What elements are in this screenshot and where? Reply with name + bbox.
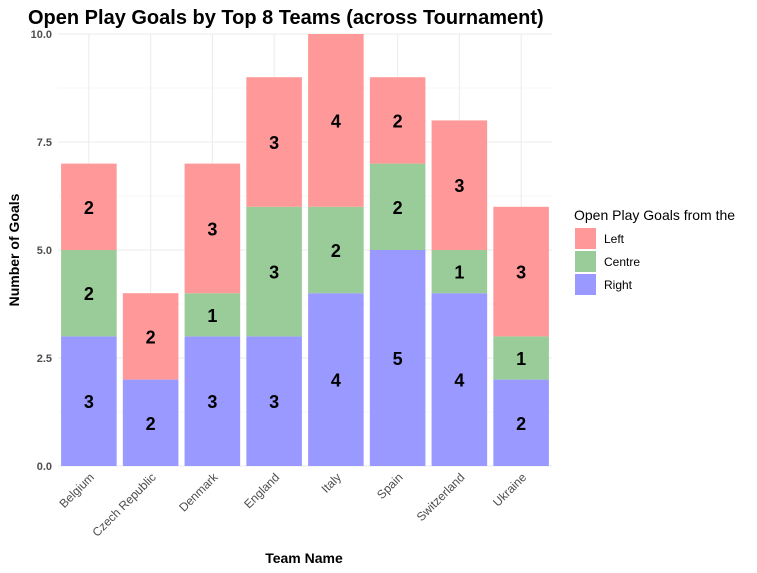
- bar-centre: [493, 336, 549, 380]
- bar-centre: [61, 250, 117, 337]
- bar-value-label: 1: [516, 349, 526, 369]
- y-tick-label: 5.0: [37, 245, 52, 257]
- bar-value-label: 1: [454, 263, 464, 283]
- bar-left: [246, 77, 302, 207]
- legend-label-right: Right: [604, 278, 633, 292]
- bar-centre: [369, 163, 426, 250]
- bar-value-label: 3: [207, 219, 217, 239]
- bar-value-label: 2: [84, 198, 94, 218]
- y-tick-label: 7.5: [37, 137, 52, 149]
- bar-value-label: 3: [269, 263, 279, 283]
- bar-left: [431, 120, 488, 251]
- bar-value-label: 1: [207, 306, 217, 326]
- y-tick-label: 0.0: [37, 461, 52, 473]
- bar-right: [308, 293, 364, 466]
- legend-title: Open Play Goals from the: [574, 207, 735, 223]
- bars: [61, 34, 549, 466]
- legend-swatch-centre: [575, 251, 596, 272]
- legend-swatch-right: [575, 274, 596, 295]
- x-tick-label: Italy: [319, 470, 344, 495]
- bar-left: [308, 34, 364, 207]
- bar-right: [493, 379, 549, 466]
- legend-swatch-left: [575, 228, 596, 249]
- bar-right: [246, 336, 302, 466]
- bar-value-label: 2: [331, 241, 341, 261]
- bar-value-label: 4: [331, 371, 341, 391]
- bar-labels: 3 2 2 2 2 3 1 3 3 3 3 4 2 4 5 2 2 4 1 3 2 1 3: [84, 111, 526, 433]
- bar-left: [493, 206, 549, 337]
- bar-left: [61, 163, 117, 250]
- bar-right: [122, 379, 179, 466]
- x-tick-label: Belgium: [56, 470, 97, 511]
- bar-value-label: 3: [269, 133, 279, 153]
- x-tick-label: Denmark: [176, 470, 221, 515]
- bar-left: [122, 293, 179, 380]
- bar-value-label: 3: [207, 392, 217, 412]
- bar-centre: [308, 206, 364, 294]
- bar-value-label: 2: [516, 414, 526, 434]
- bar-value-label: 2: [146, 327, 156, 347]
- bar-value-label: 4: [454, 371, 464, 391]
- legend-label-left: Left: [604, 232, 625, 246]
- bar-value-label: 2: [393, 111, 403, 131]
- x-tick-label: Spain: [374, 470, 406, 502]
- bar-right: [61, 336, 117, 466]
- x-axis-title: Team Name: [265, 550, 343, 566]
- bar-value-label: 2: [84, 284, 94, 304]
- bar-right: [369, 250, 426, 466]
- bar-value-label: 4: [331, 111, 341, 131]
- chart-title: Open Play Goals by Top 8 Teams (across T…: [28, 7, 544, 29]
- y-axis-title: Number of Goals: [6, 193, 22, 306]
- x-tick-label: Czech Republic: [89, 470, 158, 539]
- y-tick-label: 10.0: [31, 29, 52, 41]
- bar-value-label: 3: [84, 392, 94, 412]
- x-tick-label: Switzerland: [414, 470, 468, 524]
- y-tick-label: 2.5: [37, 353, 52, 365]
- bar-left: [369, 77, 426, 164]
- y-axis-ticks: 0.0 2.5 5.0 7.5 10.0: [31, 29, 52, 473]
- legend-label-centre: Centre: [604, 255, 640, 269]
- bar-value-label: 2: [146, 414, 156, 434]
- bar-left: [184, 163, 241, 294]
- x-tick-label: England: [241, 470, 282, 511]
- bar-centre: [184, 293, 241, 337]
- bar-right: [431, 293, 488, 466]
- bar-centre: [431, 250, 488, 294]
- bar-centre: [246, 206, 302, 337]
- bar-right: [184, 336, 241, 466]
- bar-value-label: 3: [516, 263, 526, 283]
- bar-value-label: 3: [454, 176, 464, 196]
- bar-value-label: 3: [269, 392, 279, 412]
- x-tick-label: Ukraine: [490, 470, 529, 509]
- bar-value-label: 5: [393, 349, 403, 369]
- legend: Open Play Goals from the Left Centre Right: [574, 207, 735, 295]
- bar-value-label: 2: [393, 198, 403, 218]
